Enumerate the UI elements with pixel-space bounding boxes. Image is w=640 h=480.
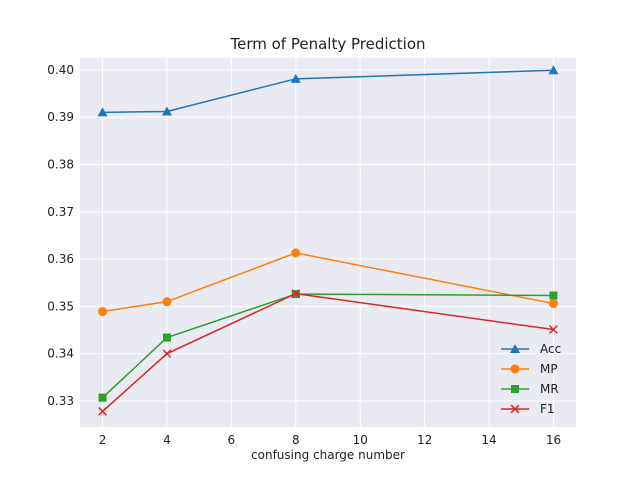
legend-item-f1: F1 bbox=[501, 402, 555, 416]
data-point-acc bbox=[161, 106, 172, 116]
data-point-acc bbox=[97, 107, 108, 117]
data-point-mr bbox=[98, 393, 107, 402]
series-acc bbox=[97, 65, 559, 117]
triangle-marker bbox=[97, 107, 108, 117]
plot-area bbox=[80, 58, 576, 427]
x-tick-label: 6 bbox=[228, 433, 236, 447]
legend-item-acc: Acc bbox=[501, 342, 561, 356]
circle-marker bbox=[291, 248, 301, 258]
x-tick-label: 2 bbox=[99, 433, 107, 447]
legend-marker bbox=[510, 364, 520, 374]
series-line-acc bbox=[102, 69, 554, 114]
circle-marker bbox=[548, 299, 558, 309]
square-marker bbox=[98, 393, 107, 402]
legend-marker bbox=[510, 404, 520, 414]
x-tick-label: 12 bbox=[417, 433, 432, 447]
series-layer bbox=[97, 65, 559, 416]
circle-marker bbox=[510, 364, 520, 374]
data-point-mp bbox=[98, 307, 108, 317]
y-tick-label: 0.39 bbox=[47, 110, 74, 124]
legend-item-mp: MP bbox=[501, 362, 558, 376]
legend-marker bbox=[510, 344, 520, 353]
x-tick-label: 10 bbox=[353, 433, 368, 447]
x-tick-label: 14 bbox=[481, 433, 496, 447]
y-tick-label: 0.38 bbox=[47, 157, 74, 171]
chart-title: Term of Penalty Prediction bbox=[230, 35, 426, 53]
data-point-mp bbox=[291, 248, 301, 258]
legend-label: Acc bbox=[540, 342, 561, 356]
gridlines bbox=[80, 58, 576, 427]
circle-marker bbox=[98, 307, 108, 317]
data-point-acc bbox=[290, 73, 301, 83]
triangle-marker bbox=[548, 65, 559, 75]
y-tick-label: 0.33 bbox=[47, 394, 74, 408]
data-point-f1 bbox=[291, 289, 301, 298]
x-tick-label: 8 bbox=[292, 433, 300, 447]
x-marker-stroke bbox=[162, 349, 172, 359]
series-line-mp bbox=[102, 252, 554, 313]
x-marker-stroke bbox=[510, 404, 520, 414]
series-mp bbox=[98, 248, 558, 317]
y-tick-label: 0.34 bbox=[47, 347, 74, 361]
data-point-f1 bbox=[162, 349, 172, 359]
y-tick-label: 0.35 bbox=[47, 299, 74, 313]
legend: Acc MP MR F1 bbox=[501, 342, 561, 416]
triangle-marker bbox=[290, 73, 301, 83]
x-marker-stroke bbox=[291, 289, 301, 298]
x-tick-labels: 2 4 6 8 10 12 14 16 bbox=[99, 433, 561, 447]
data-point-mp bbox=[548, 299, 558, 309]
x-marker-stroke bbox=[549, 325, 558, 334]
legend-label: MR bbox=[540, 382, 559, 396]
data-point-f1 bbox=[98, 407, 107, 416]
x-axis-label: confusing charge number bbox=[251, 448, 405, 462]
series-line-f1 bbox=[102, 292, 554, 412]
data-point-f1 bbox=[549, 325, 558, 334]
data-point-mp bbox=[162, 297, 172, 307]
legend-marker bbox=[511, 385, 519, 393]
square-marker bbox=[162, 333, 171, 342]
triangle-marker bbox=[510, 344, 520, 353]
data-point-mr bbox=[162, 333, 171, 342]
data-point-acc bbox=[548, 65, 559, 75]
y-tick-label: 0.36 bbox=[47, 252, 74, 266]
square-marker bbox=[511, 385, 519, 393]
x-tick-label: 4 bbox=[163, 433, 171, 447]
data-point-mr bbox=[549, 291, 558, 300]
square-marker bbox=[549, 291, 558, 300]
legend-label: F1 bbox=[540, 402, 555, 416]
series-f1 bbox=[98, 289, 558, 416]
legend-item-mr: MR bbox=[501, 382, 559, 396]
triangle-marker bbox=[161, 106, 172, 116]
legend-label: MP bbox=[540, 362, 558, 376]
y-tick-label: 0.40 bbox=[47, 63, 74, 77]
y-tick-label: 0.37 bbox=[47, 205, 74, 219]
y-tick-labels: 0.33 0.34 0.35 0.36 0.37 0.38 0.39 0.40 bbox=[47, 63, 74, 408]
x-marker-stroke bbox=[98, 407, 107, 416]
x-tick-label: 16 bbox=[546, 433, 561, 447]
series-line-mr bbox=[102, 293, 554, 399]
circle-marker bbox=[162, 297, 172, 307]
